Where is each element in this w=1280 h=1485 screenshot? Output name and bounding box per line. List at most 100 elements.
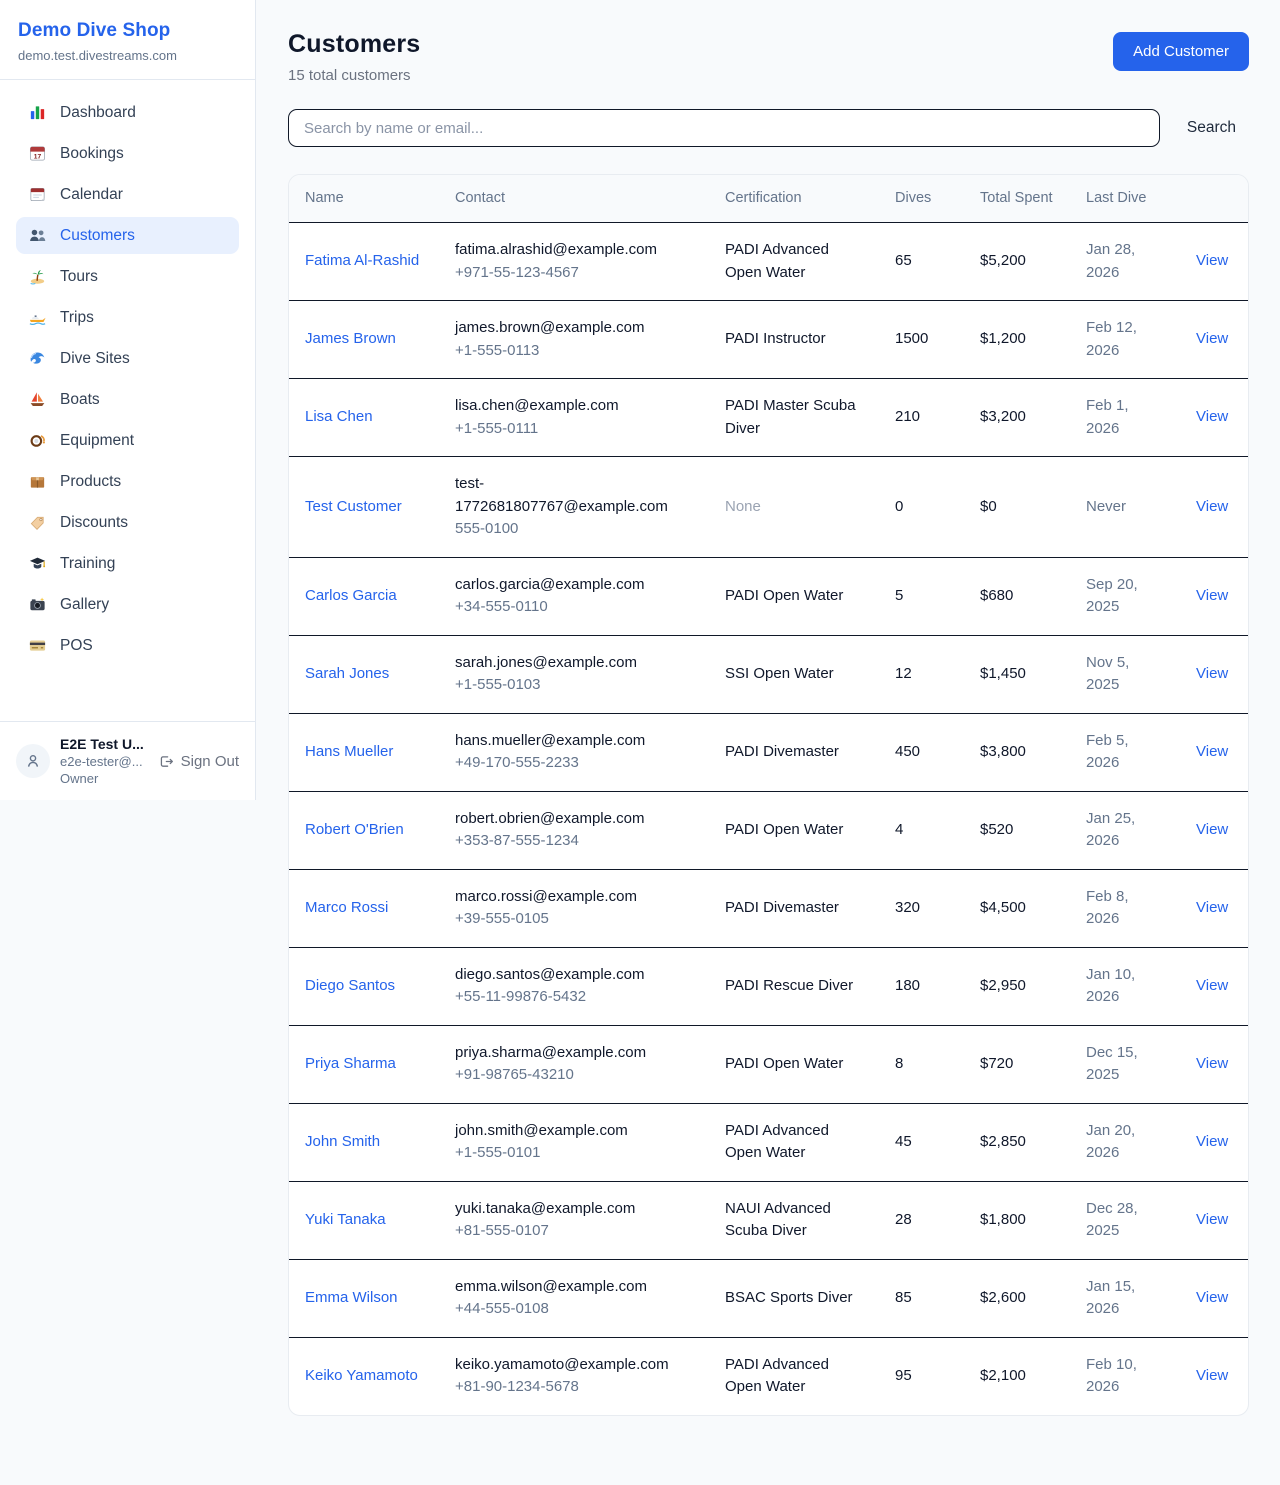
customer-email: marco.rossi@example.com: [455, 887, 637, 905]
customer-contact: fatima.alrashid@example.com +971-55-123-4…: [439, 222, 709, 302]
customer-dives: 450: [879, 713, 964, 792]
customer-last-dive: Jan 20, 2026: [1070, 1103, 1180, 1182]
sidebar-item-dive-sites[interactable]: Dive Sites: [16, 340, 239, 377]
sidebar-item-label: Dashboard: [60, 103, 136, 121]
customers-table-body: Fatima Al-Rashid fatima.alrashid@example.…: [289, 222, 1248, 1415]
table-row: Hans Mueller hans.mueller@example.com +49-…: [289, 713, 1248, 792]
view-link[interactable]: View: [1196, 820, 1229, 838]
camera-icon: [28, 595, 47, 614]
bar-chart-icon: [28, 103, 47, 122]
sidebar-item-bookings[interactable]: 17 Bookings: [16, 135, 239, 172]
sidebar-item-dashboard[interactable]: Dashboard: [16, 94, 239, 131]
customer-email: keiko.yamamoto@example.com: [455, 1355, 669, 1373]
customer-name-link[interactable]: Keiko Yamamoto: [305, 1366, 418, 1384]
customer-name-link[interactable]: Lisa Chen: [305, 408, 373, 426]
customer-contact: diego.santos@example.com +55-11-99876-543…: [439, 947, 709, 1026]
customer-contact: yuki.tanaka@example.com +81-555-0107: [439, 1181, 709, 1260]
sidebar-header: Demo Dive Shop demo.test.divestreams.com: [0, 0, 255, 79]
sidebar-item-training[interactable]: Training: [16, 545, 239, 582]
customer-contact: priya.sharma@example.com +91-98765-43210: [439, 1025, 709, 1104]
customer-last-dive: Dec 15, 2025: [1070, 1025, 1180, 1104]
view-link[interactable]: View: [1196, 898, 1229, 916]
customer-last-dive: Feb 10, 2026: [1086, 1355, 1137, 1396]
customer-name-link[interactable]: Marco Rossi: [305, 898, 389, 916]
customer-phone: +49-170-555-2233: [455, 754, 579, 772]
customer-dives: 95: [895, 1366, 912, 1384]
sidebar-item-trips[interactable]: Trips: [16, 299, 239, 336]
wave-icon: [28, 349, 47, 368]
customer-name-link[interactable]: Hans Mueller: [305, 742, 394, 760]
sidebar-item-label: Dive Sites: [60, 349, 130, 367]
customer-dives: 0: [879, 456, 964, 558]
customer-phone: +971-55-123-4567: [455, 263, 579, 281]
customer-email: yuki.tanaka@example.com: [455, 1199, 636, 1217]
customer-name-link[interactable]: Yuki Tanaka: [305, 1210, 386, 1228]
view-link[interactable]: View: [1196, 1288, 1229, 1306]
customer-email: hans.mueller@example.com: [455, 731, 646, 749]
view-link[interactable]: View: [1196, 1210, 1229, 1228]
customer-last-dive: Feb 1, 2026: [1070, 378, 1180, 458]
sidebar-item-label: Gallery: [60, 595, 110, 613]
customer-phone: +1-555-0113: [455, 341, 540, 359]
shop-name: Demo Dive Shop: [18, 20, 171, 41]
sidebar-item-pos[interactable]: POS: [16, 627, 239, 664]
sign-out-button[interactable]: Sign Out: [157, 753, 239, 770]
sidebar-item-equipment[interactable]: Equipment: [16, 422, 239, 459]
customer-certification: BSAC Sports Diver: [709, 1259, 879, 1338]
avatar: [16, 744, 50, 778]
customer-name-link[interactable]: Carlos Garcia: [305, 586, 397, 604]
view-link[interactable]: View: [1196, 664, 1229, 682]
sidebar-item-customers[interactable]: Customers: [16, 217, 239, 254]
sidebar-item-label: Training: [60, 554, 116, 572]
sidebar-item-discounts[interactable]: Discounts: [16, 504, 239, 541]
customer-contact: carlos.garcia@example.com +34-555-0110: [439, 557, 709, 636]
customer-name-link[interactable]: Emma Wilson: [305, 1288, 398, 1306]
table-row: Carlos Garcia carlos.garcia@example.com +3…: [289, 557, 1248, 636]
customer-name-link[interactable]: Fatima Al-Rashid: [305, 252, 420, 270]
customer-name-link[interactable]: John Smith: [305, 1132, 381, 1150]
table-row: Sarah Jones sarah.jones@example.com +1-555…: [289, 635, 1248, 714]
sidebar-item-tours[interactable]: Tours: [16, 258, 239, 295]
customer-name-link[interactable]: Test Customer: [305, 497, 402, 515]
view-link[interactable]: View: [1196, 976, 1229, 994]
customer-name-link[interactable]: Robert O'Brien: [305, 820, 404, 838]
search-input[interactable]: [288, 109, 1160, 147]
view-link[interactable]: View: [1196, 497, 1229, 515]
sidebar-item-calendar[interactable]: Calendar: [16, 176, 239, 213]
view-link[interactable]: View: [1196, 1132, 1229, 1150]
table-row: James Brown james.brown@example.com +1-555…: [289, 300, 1248, 380]
customer-contact: james.brown@example.com +1-555-0113: [439, 300, 709, 380]
customer-name-link[interactable]: James Brown: [305, 330, 396, 348]
people-icon: [28, 226, 47, 245]
customer-last-dive: Jan 28, 2026: [1070, 222, 1180, 302]
customer-phone: +44-555-0108: [455, 1300, 549, 1318]
sidebar-item-products[interactable]: Products: [16, 463, 239, 500]
page-subtitle: 15 total customers: [288, 67, 411, 84]
view-link[interactable]: View: [1196, 330, 1229, 348]
customer-total-spent: $3,200: [964, 378, 1070, 458]
customer-certification: PADI Divemaster: [709, 713, 879, 792]
view-link[interactable]: View: [1196, 586, 1229, 604]
view-link[interactable]: View: [1196, 742, 1229, 760]
customer-total-spent: $2,850: [964, 1103, 1070, 1182]
customer-dives: 180: [879, 947, 964, 1026]
customer-certification: PADI Open Water: [709, 557, 879, 636]
sidebar-item-gallery[interactable]: Gallery: [16, 586, 239, 623]
calendar-date-icon: 17: [28, 144, 47, 163]
customer-email: lisa.chen@example.com: [455, 397, 619, 415]
add-customer-button[interactable]: Add Customer: [1113, 32, 1249, 71]
search-button[interactable]: Search: [1174, 111, 1249, 145]
view-link[interactable]: View: [1196, 1366, 1229, 1384]
customer-email: fatima.alrashid@example.com: [455, 241, 657, 259]
view-link[interactable]: View: [1196, 408, 1229, 426]
customer-name-link[interactable]: Priya Sharma: [305, 1054, 396, 1072]
table-row: Fatima Al-Rashid fatima.alrashid@example.…: [289, 222, 1248, 302]
view-link[interactable]: View: [1196, 252, 1229, 270]
customer-name-link[interactable]: Diego Santos: [305, 976, 396, 994]
customer-dives: 4: [879, 791, 964, 870]
sidebar-item-boats[interactable]: Boats: [16, 381, 239, 418]
customer-dives: 28: [879, 1181, 964, 1260]
view-link[interactable]: View: [1196, 1054, 1229, 1072]
customer-name-link[interactable]: Sarah Jones: [305, 664, 390, 682]
customer-last-dive: Feb 12, 2026: [1070, 300, 1180, 380]
